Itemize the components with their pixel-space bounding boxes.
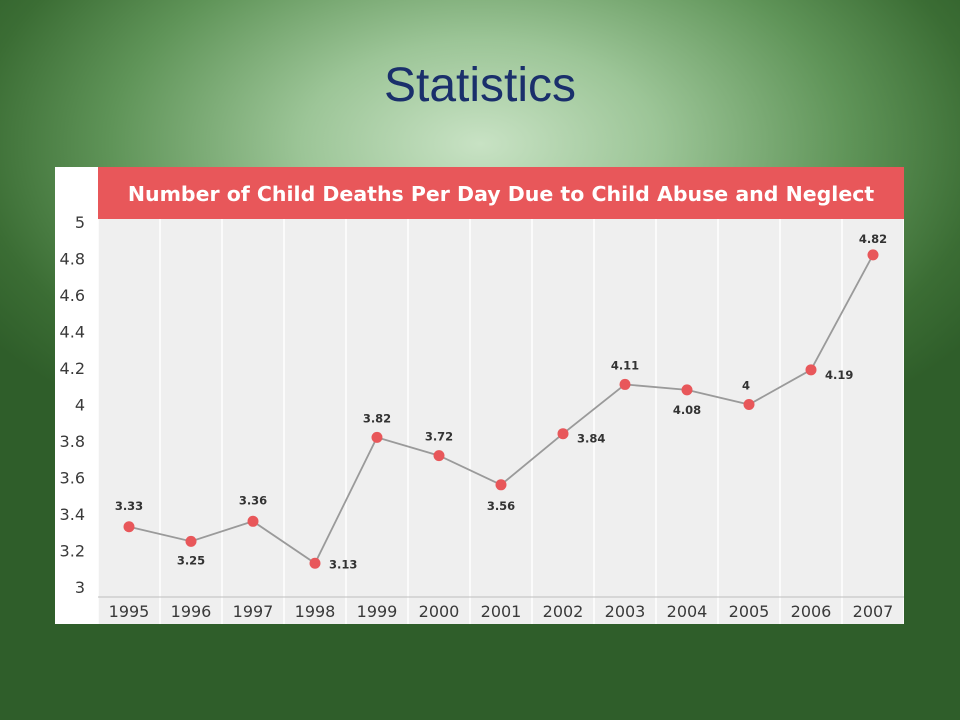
x-tick-label: 1995 <box>109 602 150 621</box>
gridlines <box>97 219 904 624</box>
y-tick-label: 4.8 <box>60 250 85 269</box>
plot-background <box>98 167 904 624</box>
chart-title-banner <box>98 167 904 219</box>
data-label: 3.13 <box>329 557 357 571</box>
data-label: 4 <box>742 379 750 393</box>
data-point <box>867 249 879 261</box>
y-tick-label: 3 <box>75 578 85 597</box>
x-tick-label: 2006 <box>791 602 832 621</box>
x-tick-label: 2004 <box>667 602 708 621</box>
y-tick-label: 3.8 <box>60 432 85 451</box>
y-tick-label: 4.4 <box>60 323 85 342</box>
data-point <box>557 428 569 440</box>
data-label: 3.56 <box>487 499 515 513</box>
y-tick-label: 3.6 <box>60 469 85 488</box>
data-label: 3.72 <box>425 430 453 444</box>
data-point <box>619 378 631 390</box>
x-tick-label: 2002 <box>543 602 584 621</box>
y-tick-label: 4 <box>75 396 85 415</box>
data-label: 3.82 <box>363 411 391 425</box>
x-tick-label: 2001 <box>481 602 522 621</box>
data-label: 4.19 <box>825 368 853 382</box>
data-labels: 3.33 3.25 3.36 3.13 3.82 3.72 3.56 3.84 4.11 4.08… <box>115 232 887 571</box>
y-tick-label: 4.2 <box>60 359 85 378</box>
y-tick-label: 5 <box>75 213 85 232</box>
data-point <box>123 521 135 533</box>
chart-frame: Number of Child Deaths Per Day Due to Ch… <box>55 167 904 624</box>
x-tick-label: 1999 <box>357 602 398 621</box>
line-chart: Number of Child Deaths Per Day Due to Ch… <box>60 167 904 624</box>
data-point <box>309 557 321 569</box>
data-label: 4.11 <box>611 358 639 372</box>
x-tick-label: 2000 <box>419 602 460 621</box>
slide-title: Statistics <box>383 59 577 112</box>
chart-title: Number of Child Deaths Per Day Due to Ch… <box>128 182 875 206</box>
data-point <box>433 450 445 462</box>
data-label: 3.25 <box>177 553 205 567</box>
x-tick-label: 2005 <box>729 602 770 621</box>
data-point <box>743 399 755 410</box>
x-tick-label: 1998 <box>295 602 336 621</box>
data-point <box>247 515 259 527</box>
data-markers <box>123 249 879 569</box>
data-label: 3.36 <box>239 493 267 507</box>
y-axis-ticks: 3 3.2 3.4 3.6 3.8 4 4.2 4.4 4.6 4.8 5 <box>60 213 85 597</box>
data-label: 3.84 <box>577 432 605 446</box>
data-point <box>805 364 817 376</box>
x-tick-label: 2007 <box>853 602 894 621</box>
x-tick-label: 2003 <box>605 602 646 621</box>
x-tick-label: 1997 <box>233 602 274 621</box>
y-tick-label: 3.2 <box>60 542 85 561</box>
data-point <box>681 384 693 396</box>
x-tick-label: 1996 <box>171 602 212 621</box>
x-axis-ticks: 1995 1996 1997 1998 1999 2000 2001 2002 2003 2004… <box>109 602 894 621</box>
data-point <box>371 431 383 443</box>
data-label: 4.82 <box>859 232 887 246</box>
y-tick-label: 4.6 <box>60 286 85 305</box>
data-point <box>495 479 507 491</box>
data-point <box>185 535 197 547</box>
data-label: 3.33 <box>115 499 143 513</box>
data-label: 4.08 <box>673 403 701 417</box>
y-tick-label: 3.4 <box>60 505 85 524</box>
